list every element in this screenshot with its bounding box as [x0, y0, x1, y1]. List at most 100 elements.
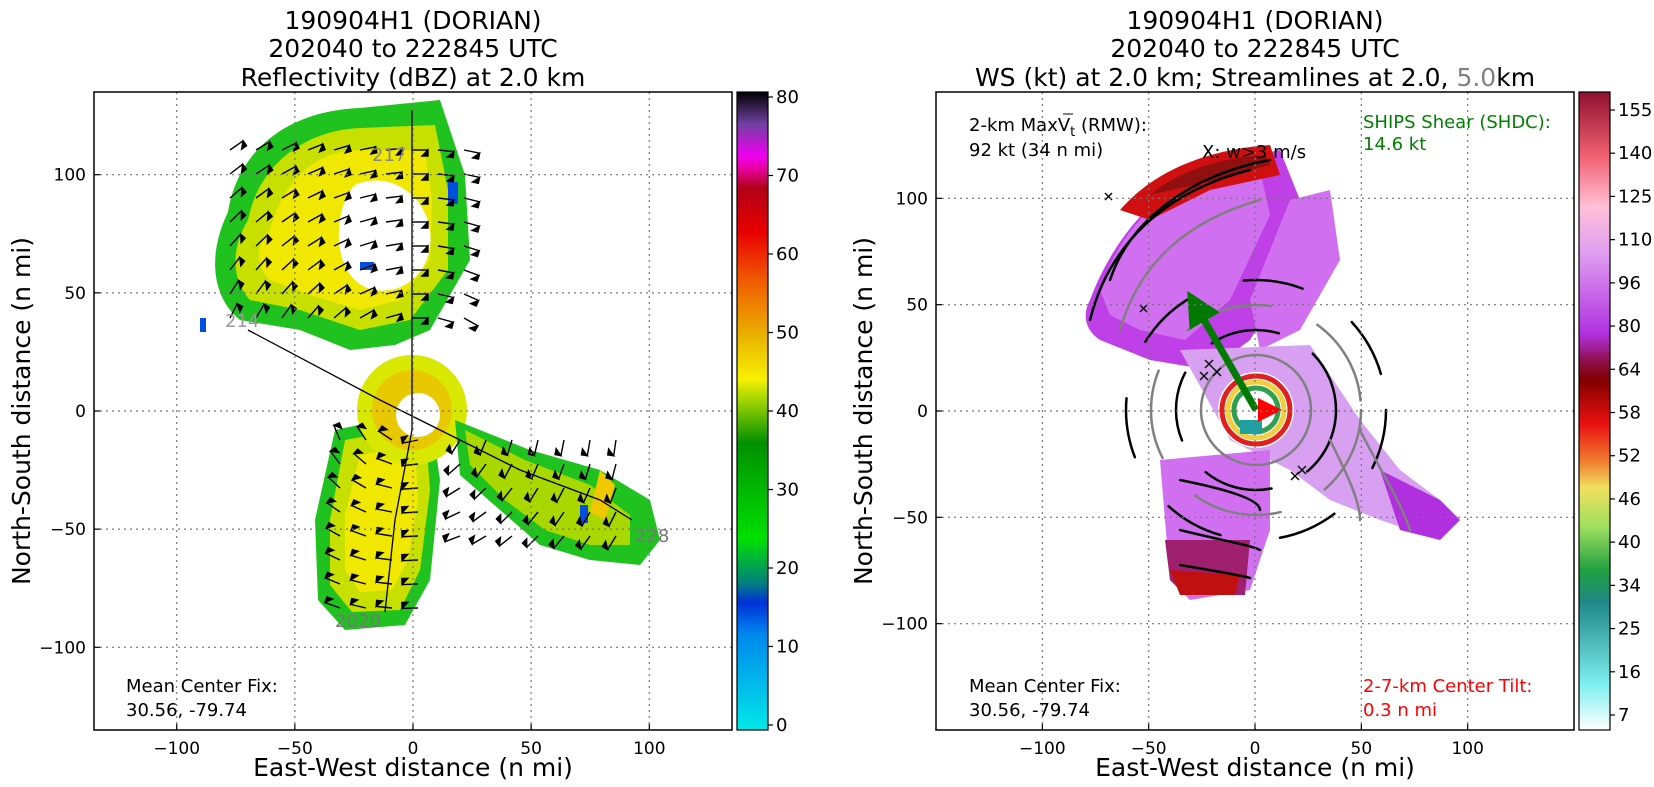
wind-barb-shaft	[531, 463, 539, 479]
right-grid	[936, 92, 1574, 730]
wind-barb-shaft	[307, 259, 322, 271]
max-vt-label-part-a: 2-km MaxV	[969, 115, 1071, 136]
track-label-start: 2020	[335, 611, 381, 632]
wind-barb-shaft	[307, 166, 323, 175]
wind-barb-shaft	[611, 463, 617, 480]
wind-barb-flag	[266, 139, 274, 152]
wind-barb-flag	[401, 529, 410, 539]
wind-barb-flag	[236, 302, 244, 314]
wind-barb-shaft	[463, 293, 479, 302]
wind-barb-flag	[318, 142, 326, 154]
wind-barb-flag	[369, 239, 378, 250]
wind-barb-shaft	[229, 163, 244, 175]
right-colorbar-ticks: 155 140 125 110 96 80 64 58 52 46 40 34 25 16 7	[1610, 100, 1652, 726]
wind-barb-shaft	[281, 281, 294, 295]
wind-barb-shaft	[450, 439, 461, 454]
wind-barb-shaft	[500, 511, 513, 524]
wind-barb-shaft	[554, 511, 565, 526]
wind-barb-shaft	[606, 535, 617, 550]
left-center-fix-value: 30.56, -79.74	[126, 700, 247, 721]
wind-barb-shaft	[255, 141, 271, 151]
right-ytick-label: 50	[906, 296, 928, 316]
wind-barb-flag	[369, 192, 378, 203]
wind-barb-shaft	[437, 269, 454, 274]
wind-barb-shaft	[359, 309, 375, 319]
track-label-end: 228	[635, 526, 669, 547]
wind-barb-flag	[344, 283, 352, 295]
wind-barb-shaft	[324, 601, 341, 609]
right-center-fix-label: Mean Center Fix:	[969, 676, 1121, 697]
right-title-line2: 202040 to 222845 UTC	[1110, 34, 1399, 63]
center-tilt-marker	[1258, 398, 1282, 422]
wind-barb-flag	[394, 170, 404, 180]
wind-barb-shaft	[281, 189, 297, 199]
wind-barb-flag	[494, 535, 502, 548]
wind-barb-shaft	[533, 439, 539, 456]
wind-barb-shaft	[437, 173, 454, 177]
wind-barb-flag	[401, 577, 410, 587]
wind-barb-flag	[444, 296, 455, 305]
wind-barb-flag	[395, 218, 404, 228]
wind-barb-flag	[344, 237, 352, 249]
wind-barb-shaft	[501, 487, 513, 502]
wind-barb-shaft	[255, 280, 267, 295]
wind-barb-shaft	[229, 280, 240, 295]
wind-barb-shaft	[580, 535, 591, 550]
wind-barb-flag	[470, 224, 481, 233]
wind-barb-flag	[375, 477, 386, 486]
wind-barb-shaft	[376, 532, 393, 537]
wind-barb-shaft	[326, 502, 341, 513]
shear-label: SHIPS Shear (SHDC):	[1363, 112, 1551, 133]
wind-barb-flag	[318, 212, 326, 224]
wind-barb-flag	[500, 446, 509, 457]
wind-barb-shaft	[376, 508, 393, 513]
max-vt-value: 92 kt (34 n mi)	[969, 140, 1103, 161]
wind-barb-shaft	[359, 193, 376, 199]
wind-barb-shaft	[376, 581, 393, 585]
wind-barb-flag	[326, 471, 339, 478]
updraft-markers	[1104, 192, 1307, 481]
left-xtick-label: 50	[520, 739, 542, 759]
right-cb-tick-label: 110	[1618, 230, 1652, 251]
wind-barb-flag	[552, 469, 561, 481]
left-ytick-label: −100	[39, 638, 86, 658]
right-cb-tick-label: 96	[1618, 273, 1641, 294]
wind-barb-shaft	[385, 242, 402, 247]
wind-barb-shaft	[499, 535, 513, 547]
wind-barb-shaft	[584, 463, 591, 480]
shear-value: 14.6 kt	[1363, 134, 1426, 155]
wind-barb-shaft	[401, 511, 419, 514]
wind-barb-shaft	[229, 140, 244, 151]
wind-barb-flag	[575, 515, 584, 528]
wind-barb-shaft	[463, 197, 480, 203]
left-ytick-label: 100	[54, 166, 86, 186]
wind-barb-flag	[240, 209, 247, 222]
wind-barb-flag	[370, 308, 378, 320]
wind-barb-flag	[377, 425, 389, 433]
max-vt-label: 2-km MaxVt (RMW):	[969, 115, 1147, 140]
wind-barb-flag	[324, 521, 337, 530]
wind-barb-shaft	[324, 577, 341, 585]
wind-barb-shaft	[255, 164, 270, 175]
wind-barb-shaft	[307, 282, 321, 295]
wind-barb-shaft	[327, 476, 341, 489]
wind-barb-flag	[420, 244, 429, 253]
wind-barb-flag	[525, 468, 533, 481]
wind-barb-flag	[395, 241, 404, 252]
wind-barb-shaft	[307, 143, 324, 151]
wind-barb-shaft	[479, 439, 487, 456]
wind-barb-flag	[343, 143, 352, 155]
wind-barb-flag	[467, 324, 480, 333]
wind-barb-flag	[375, 502, 386, 511]
right-cb-tick-label: 46	[1618, 489, 1641, 510]
wind-barb-shaft	[350, 529, 367, 537]
wind-barb-flag	[578, 470, 587, 481]
wind-barb-flag	[468, 299, 480, 307]
wind-barb-flag	[395, 311, 404, 323]
wind-barb-shaft	[350, 603, 367, 609]
wind-barb-shaft	[307, 213, 323, 223]
wind-barb-flag	[420, 196, 429, 205]
wind-barb-flag	[444, 271, 455, 280]
wind-barb-shaft	[255, 187, 270, 199]
wind-barb-flag	[496, 490, 504, 503]
